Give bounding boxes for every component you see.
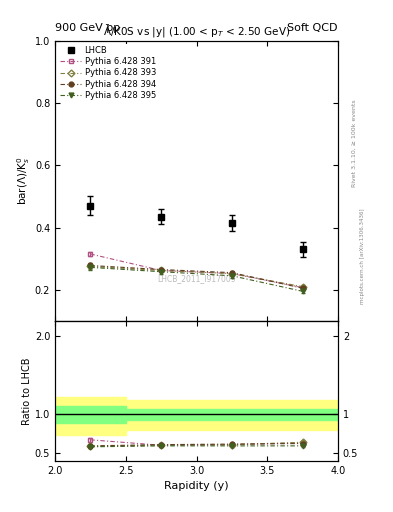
X-axis label: Rapidity (y): Rapidity (y): [164, 481, 229, 491]
Title: $\bar{\Lambda}$/K0S vs |y| (1.00 < p$_T$ < 2.50 GeV): $\bar{\Lambda}$/K0S vs |y| (1.00 < p$_T$…: [103, 24, 290, 40]
Y-axis label: Ratio to LHCB: Ratio to LHCB: [22, 357, 32, 424]
Y-axis label: bar($\Lambda$)/K$^0_s$: bar($\Lambda$)/K$^0_s$: [15, 157, 32, 205]
Legend: LHCB, Pythia 6.428 391, Pythia 6.428 393, Pythia 6.428 394, Pythia 6.428 395: LHCB, Pythia 6.428 391, Pythia 6.428 393…: [58, 44, 158, 102]
Text: 900 GeV pp: 900 GeV pp: [55, 23, 120, 33]
Text: Rivet 3.1.10, ≥ 100k events: Rivet 3.1.10, ≥ 100k events: [352, 99, 357, 187]
Text: Soft QCD: Soft QCD: [288, 23, 338, 33]
Text: LHCB_2011_I917009: LHCB_2011_I917009: [157, 274, 236, 283]
Text: mcplots.cern.ch [arXiv:1306.3436]: mcplots.cern.ch [arXiv:1306.3436]: [360, 208, 365, 304]
